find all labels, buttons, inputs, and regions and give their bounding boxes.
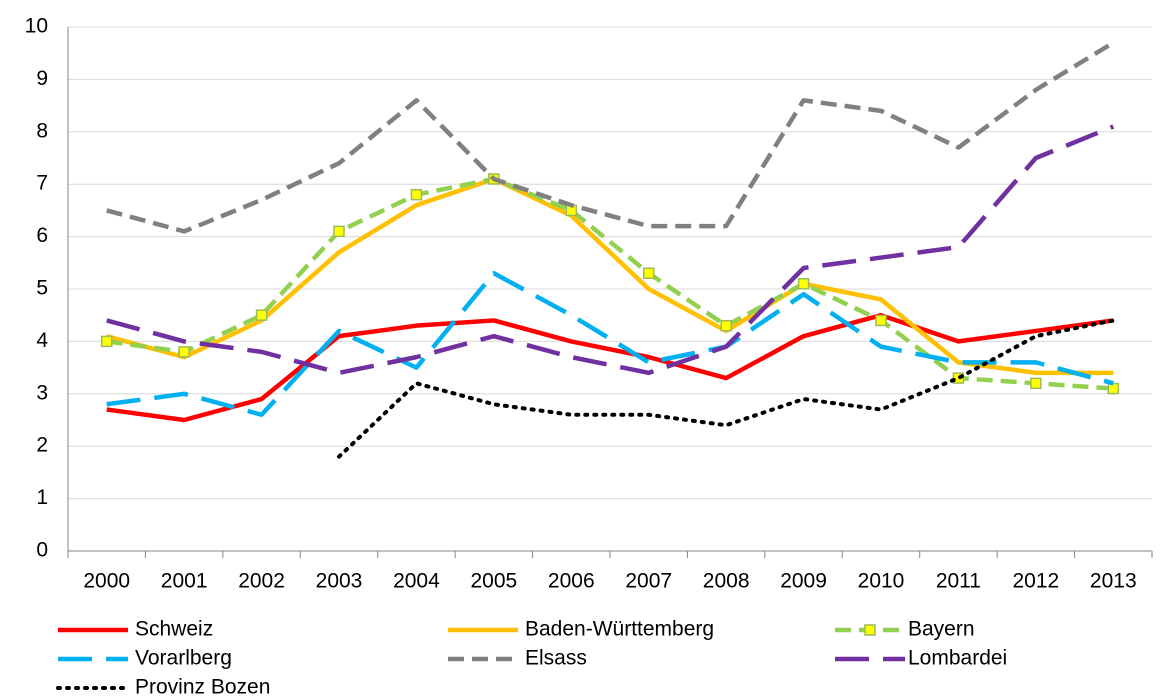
y-tick-label: 9 [36, 67, 48, 90]
x-tick-label: 2003 [316, 570, 363, 593]
x-tick-label: 2008 [703, 570, 750, 593]
legend-label: Lombardei [908, 647, 1007, 670]
y-tick-label: 0 [36, 539, 48, 562]
y-tick-label: 6 [36, 224, 48, 247]
legend-label: Provinz Bozen [135, 676, 270, 698]
x-tick-label: 2004 [393, 570, 440, 593]
x-tick-label: 2006 [548, 570, 595, 593]
series-line [106, 124, 1115, 376]
y-tick-label: 2 [36, 434, 48, 457]
x-tick-label: 2000 [83, 570, 130, 593]
series-line [106, 312, 1114, 423]
legend-marker [864, 624, 876, 636]
legend-label: Bayern [908, 618, 975, 641]
y-tick-label: 4 [36, 329, 48, 352]
y-tick-label: 7 [36, 172, 48, 195]
legend-label: Baden-Württemberg [525, 618, 714, 641]
point-marker [100, 335, 113, 348]
x-tick-label: 2013 [1090, 570, 1137, 593]
point-marker [333, 225, 345, 238]
y-tick-label: 10 [25, 15, 48, 38]
x-tick-label: 2010 [858, 570, 905, 593]
point-marker [255, 309, 268, 321]
y-tick-label: 3 [36, 381, 48, 404]
x-tick-label: 2002 [238, 570, 285, 593]
point-marker [642, 267, 655, 280]
point-marker [1030, 377, 1042, 390]
x-tick-label: 2009 [780, 570, 827, 593]
point-marker [797, 278, 810, 290]
x-tick-label: 2012 [1012, 570, 1059, 593]
series-line [337, 318, 1116, 459]
series-line [106, 271, 1114, 418]
x-tick-label: 2007 [625, 570, 672, 593]
point-marker [875, 314, 887, 327]
legend-label: Elsass [525, 647, 587, 670]
point-marker [178, 346, 190, 358]
legend-label: Schweiz [135, 618, 213, 641]
x-tick-label: 2001 [161, 570, 208, 593]
series-line [106, 176, 1114, 376]
point-marker [1107, 382, 1120, 395]
y-tick-label: 1 [36, 486, 48, 509]
x-tick-label: 2005 [470, 570, 517, 593]
y-tick-label: 5 [36, 277, 48, 300]
point-marker [720, 319, 732, 332]
y-tick-label: 8 [36, 119, 48, 142]
series-line [106, 176, 1114, 391]
series-line [106, 40, 1115, 234]
x-tick-label: 2011 [936, 570, 981, 593]
point-marker [410, 188, 423, 201]
legend-label: Vorarlberg [135, 647, 232, 670]
